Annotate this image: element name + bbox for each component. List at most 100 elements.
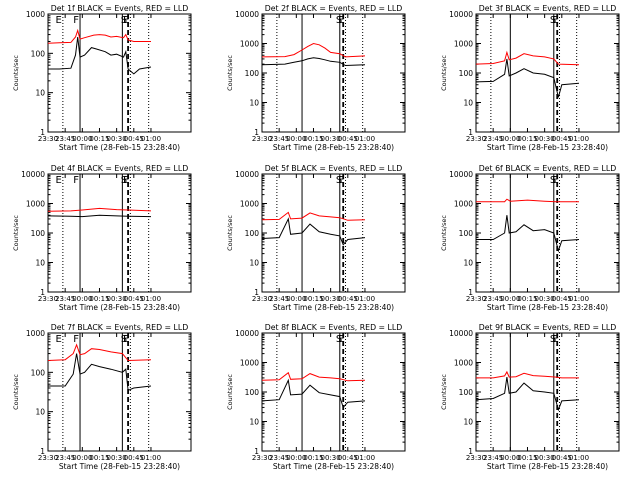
y-tick-label: 100 [31, 49, 46, 58]
event-marker-label: E [123, 15, 129, 26]
x-tick-label: 00:15 [303, 295, 323, 303]
x-tick-label: 00:45 [124, 135, 144, 143]
x-tick-label: 01:00 [141, 295, 161, 303]
y-axis-label: Counts/sec [440, 374, 448, 410]
chart-title: Det 9f BLACK = Events, RED = LLD [479, 323, 617, 332]
x-axis-label: Start Time (28-Feb-15 23:28:40) [273, 143, 394, 152]
x-tick-label: 00:15 [89, 454, 109, 462]
event-marker-label: S [550, 334, 556, 345]
y-tick-label: 10 [463, 418, 473, 427]
x-tick-label: 00:30 [107, 135, 127, 143]
x-tick-label: 00:45 [124, 295, 144, 303]
events-series-line [261, 217, 366, 246]
lld-series-line [261, 42, 366, 58]
y-tick-label: 1 [40, 128, 45, 137]
y-tick-label: 10000 [235, 170, 259, 179]
event-marker-label: S [121, 334, 127, 345]
x-tick-label: 00:30 [321, 454, 341, 462]
x-tick-label: 23:30 [252, 295, 272, 303]
y-tick-label: 10000 [449, 170, 473, 179]
y-tick-label: 10000 [449, 329, 473, 338]
chart-title: Det 8f BLACK = Events, RED = LLD [265, 323, 403, 332]
y-tick-label: 10000 [21, 170, 45, 179]
y-axis-label: Counts/sec [440, 215, 448, 251]
y-axis-label: Counts/sec [12, 215, 20, 251]
chart-panel: Det 3f BLACK = Events, RED = LLD 1 10 100 10… [440, 4, 620, 152]
y-tick-label: 1 [468, 288, 473, 297]
y-tick-label: 1 [468, 447, 473, 456]
chart-title: Det 6f BLACK = Events, RED = LLD [479, 164, 617, 173]
events-series-line [261, 378, 366, 409]
y-tick-label: 1000 [240, 40, 259, 49]
x-tick-label: 23:45 [269, 135, 289, 143]
y-tick-label: 100 [459, 69, 474, 78]
events-series-line [47, 214, 152, 218]
x-tick-label: 00:00 [286, 454, 306, 462]
y-tick-label: 10 [35, 259, 45, 268]
y-tick-label: 100 [31, 229, 46, 238]
x-tick-label: 23:45 [55, 454, 75, 462]
chart-title: Det 3f BLACK = Events, RED = LLD [479, 4, 617, 13]
y-tick-label: 1000 [454, 40, 473, 49]
event-marker-label: F [73, 15, 79, 26]
event-marker-label: S [336, 175, 342, 186]
plot-frame [261, 13, 406, 133]
y-tick-label: 10000 [235, 329, 259, 338]
x-tick-label: 00:00 [72, 295, 92, 303]
x-tick-label: 00:30 [535, 454, 555, 462]
y-tick-label: 100 [245, 69, 260, 78]
x-tick-label: 00:15 [303, 454, 323, 462]
y-tick-label: 1 [40, 288, 45, 297]
y-tick-label: 100 [31, 368, 46, 377]
x-tick-label: 00:30 [321, 135, 341, 143]
chart-title: Det 4f BLACK = Events, RED = LLD [51, 164, 189, 173]
y-tick-label: 10000 [449, 10, 473, 19]
y-tick-label: 1000 [240, 359, 259, 368]
y-tick-label: 1000 [240, 200, 259, 209]
x-tick-label: 00:45 [124, 454, 144, 462]
chart-title: Det 5f BLACK = Events, RED = LLD [265, 164, 403, 173]
x-tick-label: 00:45 [552, 135, 572, 143]
x-tick-label: 23:30 [252, 135, 272, 143]
event-marker-label: S [550, 15, 556, 26]
event-marker-label: E [338, 15, 344, 26]
event-marker-label: E [56, 334, 62, 345]
y-tick-label: 1 [468, 128, 473, 137]
x-tick-label: 00:15 [517, 454, 537, 462]
y-tick-label: 1 [40, 447, 45, 456]
event-marker-label: E [123, 334, 129, 345]
lld-series-line [476, 198, 579, 203]
x-axis-label: Start Time (28-Feb-15 23:28:40) [487, 303, 608, 312]
x-tick-label: 00:00 [72, 454, 92, 462]
x-axis-label: Start Time (28-Feb-15 23:28:40) [59, 143, 180, 152]
y-tick-label: 1000 [26, 329, 45, 338]
y-tick-label: 10 [249, 259, 259, 268]
x-tick-label: 00:30 [107, 454, 127, 462]
x-tick-label: 23:45 [269, 295, 289, 303]
chart-title: Det 1f BLACK = Events, RED = LLD [51, 4, 189, 13]
y-tick-label: 1 [254, 128, 259, 137]
x-tick-label: 00:15 [303, 135, 323, 143]
x-tick-label: 00:45 [338, 454, 358, 462]
event-marker-label: E [552, 334, 558, 345]
y-tick-label: 10 [35, 89, 45, 98]
x-tick-label: 00:45 [338, 295, 358, 303]
event-marker-label: S [336, 334, 342, 345]
events-series-line [475, 58, 580, 98]
plot-frame [261, 173, 406, 293]
y-tick-label: 100 [459, 229, 474, 238]
chart-panel: Det 5f BLACK = Events, RED = LLD 1 10 100 10… [226, 164, 406, 312]
y-axis-label: Counts/sec [440, 55, 448, 91]
x-tick-label: 23:30 [466, 454, 486, 462]
x-tick-label: 01:00 [569, 135, 589, 143]
event-marker-label: E [552, 175, 558, 186]
plot-frame [47, 332, 192, 452]
x-tick-label: 00:15 [89, 135, 109, 143]
x-axis-label: Start Time (28-Feb-15 23:28:40) [273, 462, 394, 471]
x-axis-label: Start Time (28-Feb-15 23:28:40) [59, 303, 180, 312]
y-tick-label: 10 [35, 408, 45, 417]
x-tick-label: 23:30 [466, 135, 486, 143]
y-tick-label: 10 [249, 418, 259, 427]
x-tick-label: 00:30 [535, 295, 555, 303]
y-axis-label: Counts/sec [226, 215, 234, 251]
